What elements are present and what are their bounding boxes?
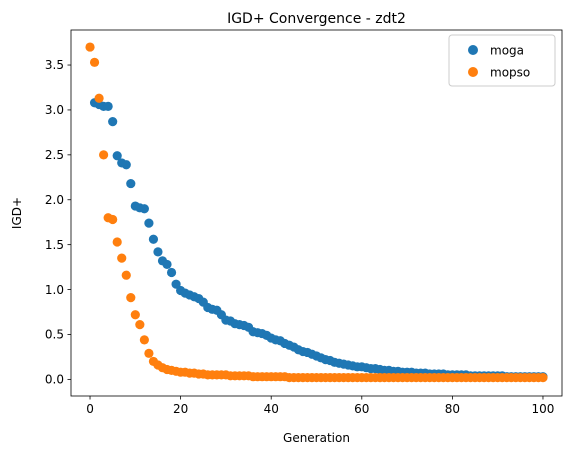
x-axis-ticks: 0 20 40 60 80 100 <box>86 396 554 416</box>
data-point-mopso <box>135 319 145 330</box>
chart-title: IGD+ Convergence - zdt2 <box>227 11 406 27</box>
y-tick-label: 2.5 <box>45 148 64 162</box>
series-mopso <box>85 42 548 383</box>
data-point-mopso <box>94 93 104 103</box>
data-point-moga <box>108 117 118 127</box>
y-axis-ticks: 0.0 0.5 1.0 1.5 2.0 2.5 3.0 3.5 <box>45 58 71 387</box>
data-point-moga <box>162 259 172 270</box>
data-point-moga <box>126 178 136 189</box>
x-tick-label: 60 <box>354 402 369 416</box>
data-point-mopso <box>130 310 140 320</box>
data-point-moga <box>166 267 177 278</box>
data-point-moga <box>121 160 131 170</box>
y-tick-label: 1.5 <box>45 238 64 252</box>
legend-label-mopso: mopso <box>490 66 530 80</box>
data-point-mopso <box>112 237 122 247</box>
data-point-moga <box>112 151 122 161</box>
data-point-mopso <box>144 348 154 358</box>
data-point-mopso <box>121 270 131 280</box>
x-tick-label: 20 <box>173 402 188 416</box>
y-tick-label: 2.0 <box>45 193 64 207</box>
legend: moga mopso <box>448 34 556 87</box>
y-tick-label: 0.0 <box>45 373 64 387</box>
data-point-mopso <box>99 150 109 160</box>
data-point-mopso <box>117 253 127 263</box>
y-tick-label: 3.5 <box>45 58 64 72</box>
data-point-mopso <box>85 42 95 52</box>
data-point-moga <box>103 101 113 111</box>
x-tick-label: 80 <box>445 402 460 416</box>
plot-area <box>85 42 548 383</box>
data-point-moga <box>153 247 163 257</box>
data-point-mopso <box>89 57 100 67</box>
data-point-mopso <box>139 335 149 345</box>
x-axis-label: Generation <box>283 431 350 445</box>
data-point-moga <box>144 218 154 228</box>
data-point-mopso <box>108 214 118 225</box>
y-tick-label: 0.5 <box>45 328 64 342</box>
legend-marker-moga <box>468 45 478 55</box>
x-tick-label: 40 <box>264 402 279 416</box>
x-tick-label: 0 <box>86 402 94 416</box>
data-point-mopso <box>538 372 548 383</box>
y-axis-label: IGD+ <box>10 197 24 229</box>
series-layer <box>85 42 548 383</box>
y-tick-label: 1.0 <box>45 283 64 297</box>
data-point-mopso <box>126 293 136 303</box>
x-tick-label: 100 <box>532 402 555 416</box>
data-point-moga <box>139 204 149 214</box>
y-tick-label: 3.0 <box>45 103 64 117</box>
legend-label-moga: moga <box>490 44 524 58</box>
data-point-moga <box>148 234 159 244</box>
legend-marker-mopso <box>468 67 478 77</box>
plot-frame <box>70 29 563 397</box>
